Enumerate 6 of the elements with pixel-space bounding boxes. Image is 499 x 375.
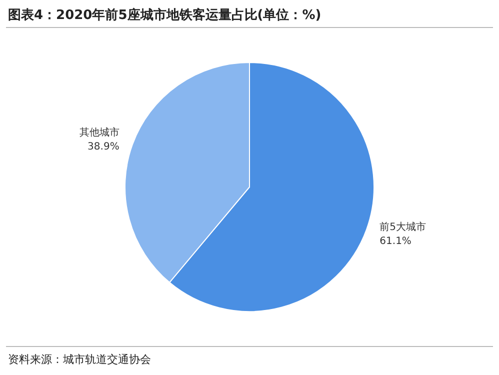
- slice-label: 其他城市: [79, 126, 120, 138]
- data-label: 38.9%: [88, 141, 120, 152]
- data-label: 61.1%: [380, 236, 412, 247]
- text: 资料来源：城市轨道交通协会: [8, 352, 151, 367]
- slice-label: 前5大城市: [380, 220, 426, 233]
- chart-title: 图表4：2020年前5座城市地铁客运量占比(单位：%): [8, 6, 322, 24]
